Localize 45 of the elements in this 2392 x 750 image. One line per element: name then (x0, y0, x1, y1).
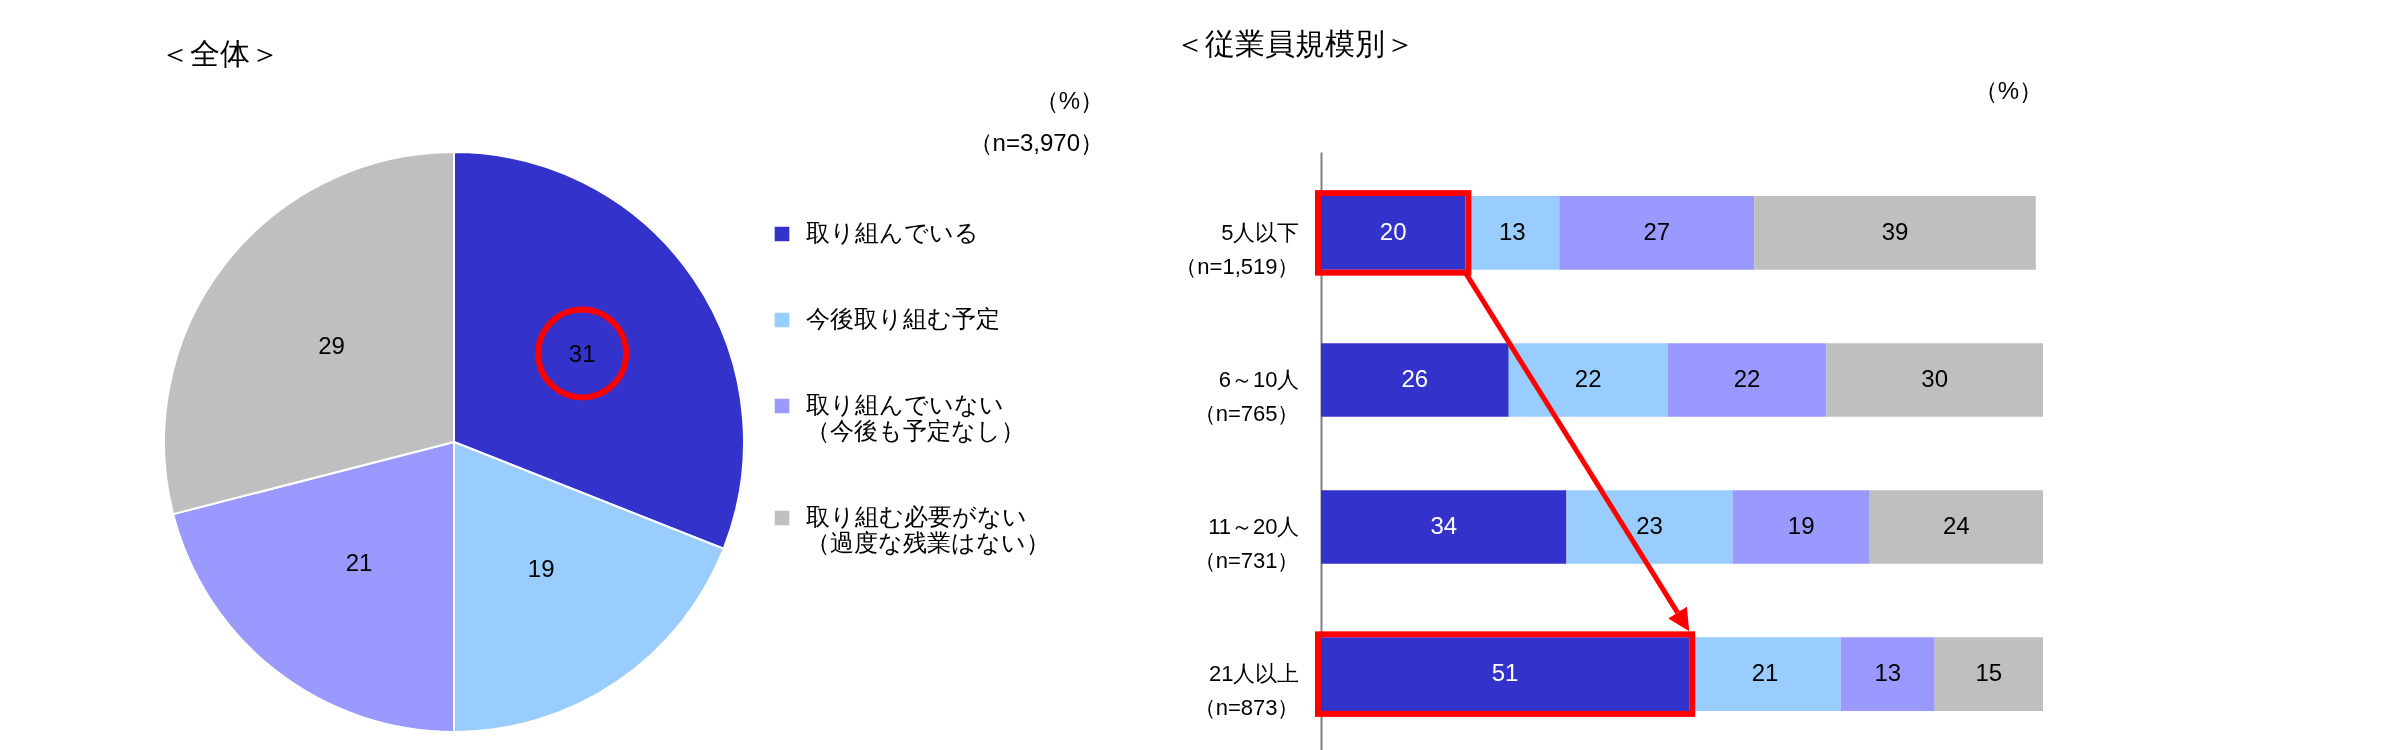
bar (1934, 637, 2043, 711)
bar (1754, 196, 2036, 270)
data-label: 19 (1787, 512, 1815, 540)
legend-label: 今後取り組む予定 (806, 305, 1000, 332)
data-label: 20 (1379, 217, 1407, 245)
data-label: 31 (568, 339, 596, 367)
data-label: 21 (1751, 659, 1779, 687)
data-label: 51 (1491, 659, 1519, 687)
chart-title: ＜従業員規模別＞ (1174, 27, 1415, 60)
bar (1566, 490, 1733, 564)
bar (1840, 637, 1935, 711)
bar (1321, 343, 1509, 417)
legend-label: 取り組んでいない（今後も予定なし） (806, 391, 1025, 444)
text: （n=3,970） (968, 129, 1104, 156)
chart-title: ＜全体＞ (160, 37, 280, 70)
data-label: 21 (345, 549, 373, 577)
data-label: 26 (1401, 364, 1429, 392)
y-tick-label: 11～20人（n=731） (1193, 514, 1300, 574)
data-label: 22 (1574, 364, 1602, 392)
data-label: 27 (1643, 217, 1671, 245)
y-tick-label: 5人以下（n=1,519） (1175, 219, 1300, 279)
legend-label: 取り組んでいる (806, 219, 979, 246)
data-label: 15 (1975, 659, 2003, 687)
data-label: 24 (1943, 512, 1970, 540)
bar (1732, 490, 1870, 564)
bar (1321, 490, 1567, 564)
bar (1869, 490, 2043, 564)
data-label: 13 (1498, 217, 1526, 245)
text: （%） (1034, 87, 1104, 114)
bar (1508, 343, 1668, 417)
data-label: 22 (1733, 364, 1761, 392)
data-label: 34 (1430, 512, 1458, 540)
bar (1826, 343, 2043, 417)
data-label: 30 (1921, 364, 1949, 392)
y-tick-label: 6～10人（n=765） (1193, 366, 1300, 426)
data-label: 39 (1881, 217, 1909, 245)
bar (1559, 196, 1755, 270)
text: （%） (1973, 77, 2043, 104)
data-label: 23 (1636, 512, 1663, 540)
legend-label: 取り組む必要がない（過度な残業はない） (806, 503, 1050, 556)
data-label: 13 (1874, 659, 1902, 687)
data-label: 29 (318, 332, 345, 359)
y-tick-label: 21人以上（n=873） (1193, 661, 1300, 721)
bar (1667, 343, 1827, 417)
data-label: 19 (527, 555, 555, 583)
